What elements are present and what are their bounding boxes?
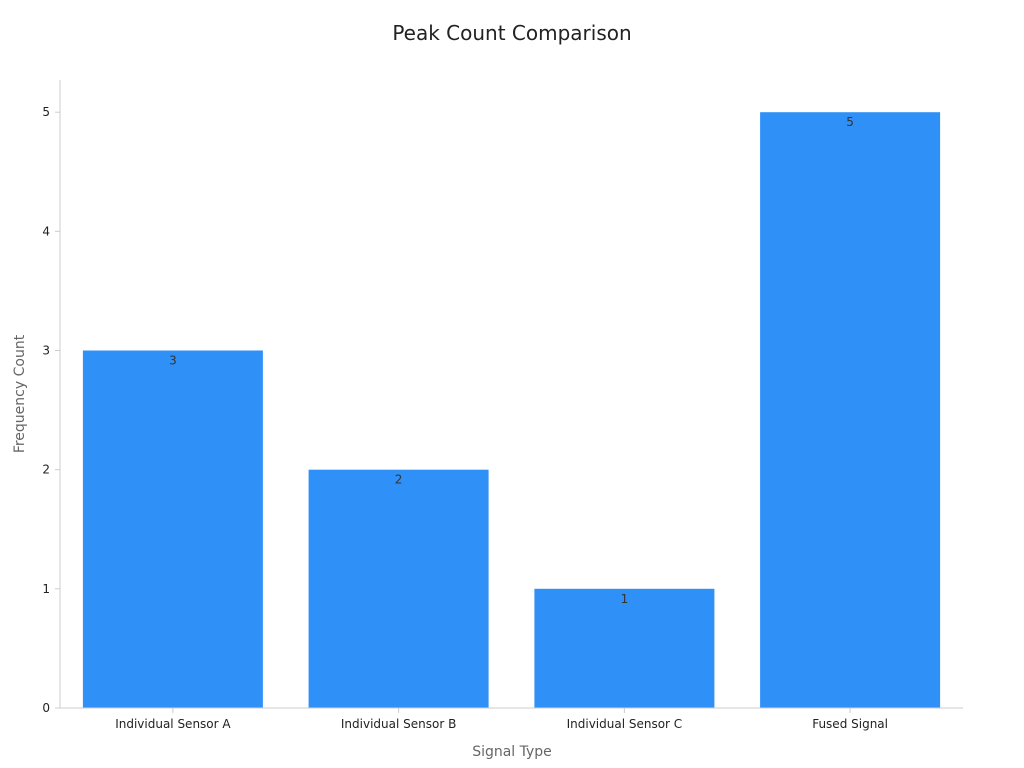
- bar: [760, 112, 941, 708]
- data-labels-layer: 3 2 1 5: [169, 115, 854, 606]
- y-tick-label: 3: [42, 344, 50, 358]
- data-label: 2: [395, 473, 403, 487]
- bars-layer: [82, 112, 941, 708]
- bar: [308, 469, 489, 708]
- y-tick-label: 1: [42, 582, 50, 596]
- y-tick-label: 4: [42, 224, 50, 238]
- data-label: 1: [621, 592, 629, 606]
- x-tick-label: Individual Sensor B: [341, 717, 456, 731]
- y-tick-label: 2: [42, 463, 50, 477]
- data-label: 3: [169, 354, 177, 368]
- chart-title: Peak Count Comparison: [392, 21, 631, 45]
- data-label: 5: [846, 115, 854, 129]
- y-tick-label: 5: [42, 105, 50, 119]
- x-tick-label: Individual Sensor A: [115, 717, 231, 731]
- y-axis-label: Frequency Count: [12, 334, 28, 453]
- x-axis-ticks: Individual Sensor A Individual Sensor B In…: [115, 708, 888, 731]
- x-tick-label: Individual Sensor C: [567, 717, 683, 731]
- bar: [82, 350, 263, 708]
- bar: [534, 588, 715, 708]
- x-tick-label: Fused Signal: [812, 717, 888, 731]
- y-axis-ticks: 0 1 2 3 4 5: [42, 105, 60, 715]
- x-axis-label: Signal Type: [472, 744, 552, 760]
- y-tick-label: 0: [42, 701, 50, 715]
